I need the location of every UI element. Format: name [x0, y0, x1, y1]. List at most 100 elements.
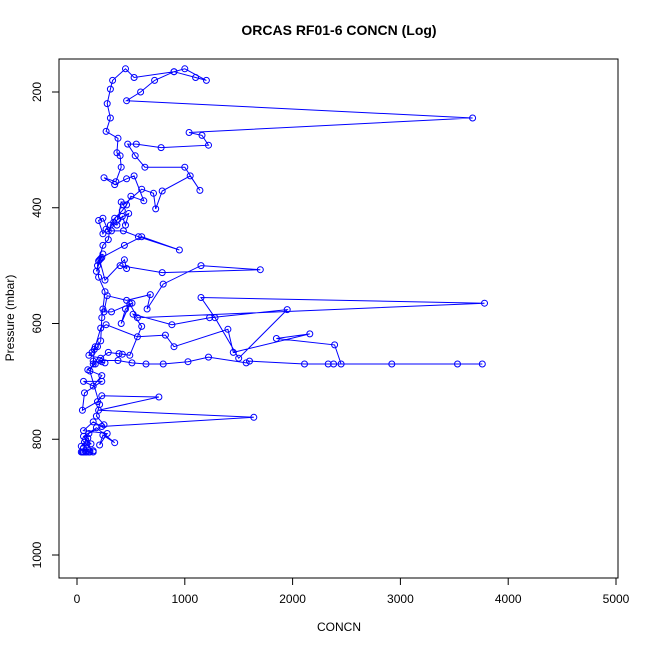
y-axis: 200 400 600 800 1000	[30, 82, 59, 568]
data-point	[94, 262, 101, 270]
data-point	[198, 131, 206, 139]
data-point	[101, 288, 109, 296]
data-point	[133, 333, 141, 341]
data-point	[131, 152, 139, 160]
data-point	[102, 321, 110, 329]
data-point	[92, 412, 100, 420]
data-point	[132, 140, 140, 148]
data-point	[98, 372, 106, 380]
data-point	[143, 305, 151, 313]
data-point	[454, 360, 461, 368]
data-point	[130, 172, 138, 180]
data-point	[330, 360, 338, 368]
data-point	[184, 358, 192, 366]
series-line	[79, 68, 485, 453]
data-point	[196, 186, 204, 194]
data-point	[98, 314, 106, 322]
data-point	[337, 360, 345, 368]
data-point	[99, 250, 107, 258]
data-point	[89, 382, 97, 390]
data-point	[99, 214, 107, 222]
data-point	[235, 354, 243, 362]
y-axis-label: Pressure (mbar)	[3, 275, 17, 362]
data-point	[116, 152, 124, 160]
data-point	[168, 321, 176, 329]
data-point	[97, 354, 105, 362]
data-point	[158, 187, 166, 195]
data-point	[138, 233, 146, 241]
data-point	[120, 241, 128, 249]
x-axis-label: CONCN	[317, 620, 361, 634]
data-point	[99, 241, 107, 249]
data-point	[161, 331, 169, 339]
data-point	[124, 140, 132, 148]
data-point	[205, 141, 212, 149]
data-point	[99, 431, 107, 439]
data-point	[155, 393, 163, 401]
y-tick-label: 1000	[30, 541, 44, 568]
data-point	[96, 441, 104, 449]
data-point	[85, 448, 93, 456]
data-point	[109, 76, 117, 84]
data-point	[202, 76, 210, 84]
data-point	[197, 262, 205, 270]
data-point	[80, 377, 87, 385]
data-point	[106, 85, 114, 93]
data-point	[138, 185, 146, 193]
plot-area	[77, 65, 488, 456]
data-point	[89, 418, 97, 426]
data-point	[120, 256, 128, 264]
data-point	[122, 305, 129, 313]
data-point	[116, 262, 124, 270]
data-point	[85, 351, 93, 359]
data-point	[133, 314, 141, 322]
data-point	[246, 357, 253, 365]
data-point	[181, 65, 189, 73]
data-point	[99, 305, 107, 313]
data-point	[256, 266, 264, 274]
data-point	[115, 350, 123, 358]
data-point	[118, 207, 126, 215]
data-point	[118, 350, 126, 358]
data-point	[104, 236, 112, 244]
data-point	[114, 357, 122, 364]
data-point	[128, 359, 136, 367]
data-point	[481, 299, 488, 307]
data-point	[111, 181, 119, 189]
data-point	[101, 276, 109, 284]
data-point	[175, 246, 183, 254]
data-point	[206, 314, 214, 322]
data-point	[478, 360, 486, 368]
data-point	[324, 360, 332, 368]
x-tick-label: 3000	[387, 592, 414, 606]
data-point	[272, 335, 280, 342]
data-point	[170, 343, 178, 351]
data-point	[89, 447, 97, 455]
data-point	[306, 330, 314, 338]
data-point	[80, 427, 87, 435]
data-point	[122, 65, 129, 73]
data-point	[140, 197, 148, 205]
data-point	[111, 214, 119, 222]
data-point	[130, 74, 138, 81]
data-point	[469, 114, 477, 122]
data-point	[103, 292, 111, 300]
data-point	[96, 256, 104, 264]
data-point	[98, 392, 106, 400]
y-tick-label: 600	[30, 313, 44, 333]
y-tick-label: 200	[30, 82, 44, 102]
data-point	[142, 360, 150, 368]
x-tick-label: 0	[74, 592, 81, 606]
data-point	[77, 442, 85, 450]
data-point	[98, 254, 106, 261]
data-point	[123, 97, 131, 105]
data-point	[152, 205, 160, 213]
data-point	[181, 163, 189, 171]
data-point	[186, 172, 194, 180]
chart-title: ORCAS RF01-6 CONCN (Log)	[241, 22, 436, 38]
data-point	[331, 341, 339, 349]
data-point	[125, 210, 133, 217]
x-tick-label: 2000	[279, 592, 306, 606]
data-point	[108, 308, 115, 316]
